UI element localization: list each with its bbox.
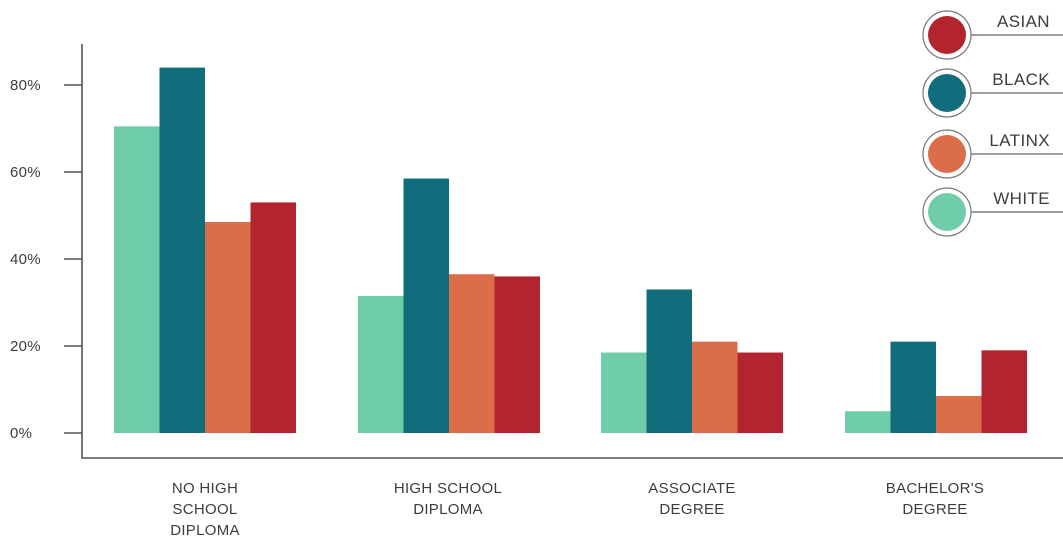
bar-white-bachelor-s-degree [845,411,891,433]
legend-label-asian: ASIAN [997,12,1050,31]
x-label-no-high-school-diploma: NO HIGH SCHOOL DIPLOMA [170,480,240,539]
bar-latinx-high-school-diploma [449,274,495,433]
legend-item-asian: ASIAN [922,10,1063,60]
bar-black-bachelor-s-degree [890,341,936,433]
legend-swatch-latinx [928,135,966,173]
y-tick-label: 40% [10,251,41,268]
bar-latinx-associate-degree [692,341,738,433]
legend-swatch-black [928,74,966,112]
bar-white-no-high-school-diploma [114,126,160,433]
legend: ASIAN BLACK LATINX WHITE [922,10,1063,237]
bar-asian-no-high-school-diploma [250,202,296,433]
legend-item-black: BLACK [922,68,1063,118]
legend-swatch-white [928,193,966,231]
legend-item-white: WHITE [922,187,1063,237]
bar-black-associate-degree [646,289,692,433]
x-label-associate-degree: ASSOCIATE DEGREE [648,480,735,518]
x-label-high-school-diploma: HIGH SCHOOL DIPLOMA [394,480,502,518]
y-tick-label: 80% [10,77,41,94]
bar-white-high-school-diploma [358,295,404,433]
legend-label-latinx: LATINX [989,131,1050,150]
x-label-bachelor-s-degree: BACHELOR'S DEGREE [886,480,984,518]
legend-label-white: WHITE [993,189,1050,208]
x-axis-labels: NO HIGH SCHOOL DIPLOMA HIGH SCHOOL DIPLOMA AS… [170,480,984,539]
y-tick-label: 60% [10,164,41,181]
bar-black-high-school-diploma [403,178,449,433]
y-tick-label: 20% [10,338,41,355]
legend-item-latinx: LATINX [922,129,1063,179]
bars [114,67,1027,433]
bar-asian-high-school-diploma [494,276,540,433]
axis-lines [81,44,1063,459]
bar-white-associate-degree [601,352,647,433]
bar-asian-bachelor-s-degree [981,350,1027,433]
bar-asian-associate-degree [737,352,783,433]
bar-latinx-bachelor-s-degree [936,396,982,433]
bar-latinx-no-high-school-diploma [205,222,251,433]
bar-black-no-high-school-diploma [159,67,205,433]
legend-label-black: BLACK [992,70,1050,89]
y-tick-label: 0% [10,425,32,442]
axes: 0% 20% 40% 60% 80% [10,44,1063,459]
legend-swatch-asian [928,16,966,54]
